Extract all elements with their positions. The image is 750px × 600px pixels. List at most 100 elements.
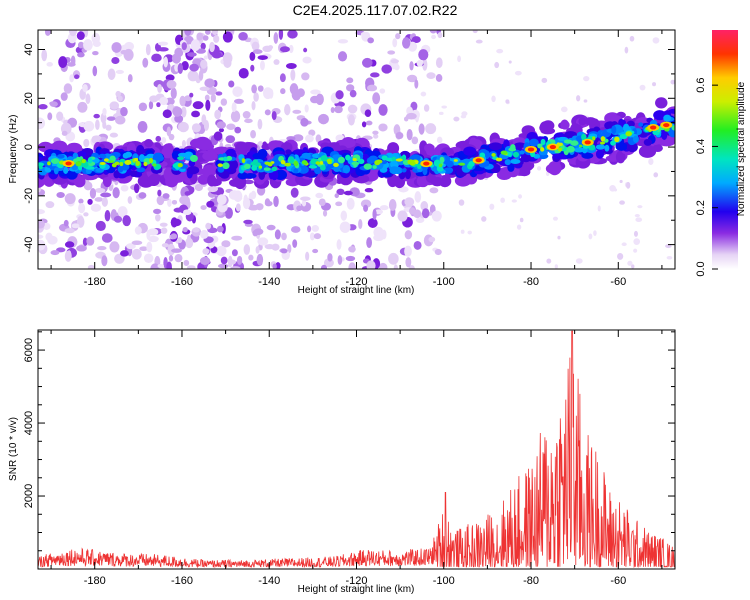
heatmap-noise-cell (264, 198, 271, 207)
bottom-x-tick-label: -140 (258, 575, 280, 587)
heatmap-noise-cell (413, 209, 422, 219)
heatmap-noise-cell (216, 245, 227, 257)
heatmap-band-cell (345, 154, 351, 161)
heatmap-band-cell (285, 149, 292, 155)
heatmap-noise-cell (334, 193, 339, 199)
bottom-x-tick-label: -80 (523, 575, 539, 587)
heatmap-noise-cell (49, 101, 58, 108)
heatmap-noise-cell (187, 70, 199, 82)
heatmap-noise-cell (264, 243, 275, 250)
heatmap-noise-cell (320, 264, 327, 269)
heatmap-band-cell (638, 144, 657, 158)
heatmap-band-cell (600, 136, 606, 142)
heatmap-noise-cell (392, 38, 398, 48)
heatmap-noise-cell (494, 61, 500, 69)
heatmap-noise-cell (303, 47, 308, 53)
heatmap-noise-cell (142, 57, 149, 68)
heatmap-band-cell (50, 158, 60, 164)
heatmap-noise-cell (92, 51, 99, 56)
heatmap-band-cell (416, 163, 422, 170)
heatmap-noise-cell (38, 239, 46, 251)
heatmap-band-cell (108, 160, 115, 163)
heatmap-noise-cell (280, 88, 286, 95)
heatmap-noise-cell (652, 37, 660, 44)
heatmap-band-cell (409, 161, 416, 166)
heatmap-noise-cell (93, 113, 100, 119)
heatmap-noise-cell (192, 227, 200, 233)
heatmap-band-cell (512, 151, 520, 158)
heatmap-noise-cell (47, 112, 53, 121)
heatmap-noise-cell (255, 246, 260, 254)
heatmap-noise-cell (143, 253, 154, 263)
heatmap-band-cell (337, 156, 345, 164)
top-y-tick-label: -40 (23, 237, 35, 253)
heatmap-noise-cell (156, 102, 161, 108)
heatmap-noise-cell (290, 187, 299, 198)
heatmap-band-cell (87, 157, 93, 164)
bottom-y-axis-label: SNR (10 * v/v) (8, 417, 19, 481)
heatmap-noise-cell (205, 30, 211, 35)
snr-panel: -180 -160 -140 -120 -100 -80 -60 200040006000 … (8, 329, 676, 595)
heatmap-noise-cell (95, 119, 100, 131)
heatmap-noise-cell (171, 248, 182, 253)
heatmap-noise-cell (337, 39, 349, 44)
heatmap-noise-cell (395, 33, 401, 40)
heatmap-noise-cell (290, 226, 301, 233)
heatmap-noise-cell (434, 248, 442, 256)
heatmap-band-cell (243, 163, 251, 169)
heatmap-noise-cell (41, 49, 48, 62)
heatmap-noise-cell (162, 193, 170, 199)
heatmap-band-cell (134, 157, 139, 162)
heatmap-noise-cell (253, 92, 259, 102)
heatmap-band-cell (63, 166, 69, 174)
heatmap-noise-cell (337, 255, 343, 265)
heatmap-noise-cell (69, 74, 74, 83)
top-x-tick-label: -100 (433, 276, 455, 288)
heatmap-band-cell (510, 158, 521, 164)
heatmap-band-cell (308, 165, 318, 169)
heatmap-noise-cell (139, 246, 148, 251)
heatmap-band-cell (668, 108, 675, 114)
heatmap-noise-cell (364, 187, 374, 193)
heatmap-noise-cell (305, 251, 310, 261)
heatmap-noise-cell (183, 259, 190, 267)
heatmap-noise-cell (222, 31, 233, 43)
heatmap-band-cell (438, 163, 443, 168)
heatmap-noise-cell (318, 113, 329, 125)
heatmap-noise-cell (309, 232, 315, 241)
heatmap-band-cell (301, 152, 311, 159)
heatmap-noise-cell (213, 131, 223, 141)
heatmap-band-cell (57, 154, 65, 159)
bottom-x-tick-label: -180 (84, 575, 106, 587)
heatmap-band-cell (319, 161, 324, 165)
heatmap-band-cell (66, 142, 83, 154)
heatmap-noise-cell (406, 128, 413, 141)
heatmap-band-cell (114, 161, 120, 166)
top-y-tick-label: -20 (23, 188, 35, 204)
heatmap-band-cell (227, 159, 239, 171)
heatmap-band-cell (395, 158, 403, 162)
heatmap-noise-cell (360, 31, 370, 37)
heatmap-noise-cell (416, 59, 424, 67)
heatmap-band-cell (226, 155, 233, 161)
heatmap-noise-cell (378, 104, 388, 116)
heatmap-noise-cell (155, 214, 161, 222)
heatmap-band-cell (95, 167, 105, 173)
heatmap-noise-cell (367, 37, 374, 44)
heatmap-noise-cell (629, 35, 635, 42)
page-title: C2E4.2025.117.07.02.R22 (292, 2, 458, 18)
heatmap-noise-cell (198, 69, 204, 81)
heatmap-band-cell (604, 144, 610, 152)
heatmap-band-cell (479, 152, 486, 159)
heatmap-noise-cell (64, 228, 75, 234)
heatmap-noise-cell (221, 240, 231, 248)
colorbar-label: Normalized spectral amplitude (736, 81, 747, 216)
heatmap-noise-cell (157, 189, 162, 197)
heatmap-band-cell (71, 164, 79, 171)
heatmap-noise-cell (613, 188, 618, 192)
heatmap-noise-cell (408, 265, 415, 269)
heatmap-noise-cell (262, 87, 273, 100)
heatmap-noise-cell (360, 199, 372, 208)
heatmap-band-cell (250, 162, 255, 166)
heatmap-noise-cell (38, 104, 48, 110)
